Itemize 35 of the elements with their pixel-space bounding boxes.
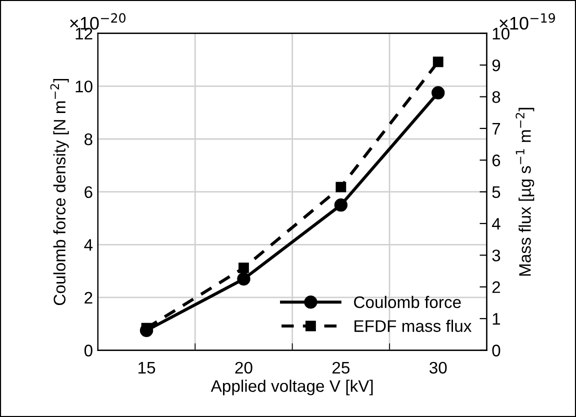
x-tick-label: 25: [332, 362, 350, 374]
y-tick-label: 4: [84, 239, 93, 251]
y-tick-label: 0: [84, 344, 92, 356]
point: [432, 86, 445, 100]
y-tick-label: 8: [84, 133, 92, 146]
y2-tick-label: 9: [492, 59, 500, 72]
y2-tick-label: 3: [492, 250, 500, 262]
y-tick-label: 12: [76, 28, 92, 40]
x-axis-title: Applied voltage V [kV]: [210, 380, 373, 396]
point: [336, 182, 346, 192]
y2-tick-label: 7: [492, 123, 500, 134]
x-tick-label: 30: [429, 362, 447, 374]
y2-tick-label: 2: [492, 281, 500, 293]
y2-tick-label: 5: [492, 186, 500, 198]
y2-tick-label: 10: [492, 28, 510, 40]
point: [432, 56, 444, 68]
y2-axis-title: Mass flux [µg s$^{−1}$ m$^{−2}$]: [516, 108, 534, 276]
y-tick-label: 2: [84, 292, 92, 304]
y2-tick-label: 8: [492, 91, 500, 103]
legend-label: EFDF mass flux: [354, 320, 472, 332]
y2-tick-label: 6: [492, 154, 500, 166]
y-tick-label: 6: [84, 186, 92, 198]
y2-tick-label: 1: [492, 313, 500, 325]
point: [238, 262, 249, 274]
y2-tick-label: 4: [492, 218, 500, 230]
text: ×10$^{−19}$: [500, 13, 555, 30]
point: [237, 272, 250, 286]
text: ×10$^{−20}$: [70, 13, 126, 30]
x-tick-label: 15: [138, 362, 156, 374]
x-tick-label: 20: [235, 362, 252, 374]
y-tick-label: 10: [76, 80, 92, 92]
point: [334, 198, 348, 212]
y2-tick-label: 0: [492, 344, 500, 356]
y-axis-title: Coulomb force density [N m$^{−2}$]: [50, 79, 69, 306]
legend-label: Coulomb force: [354, 296, 461, 308]
